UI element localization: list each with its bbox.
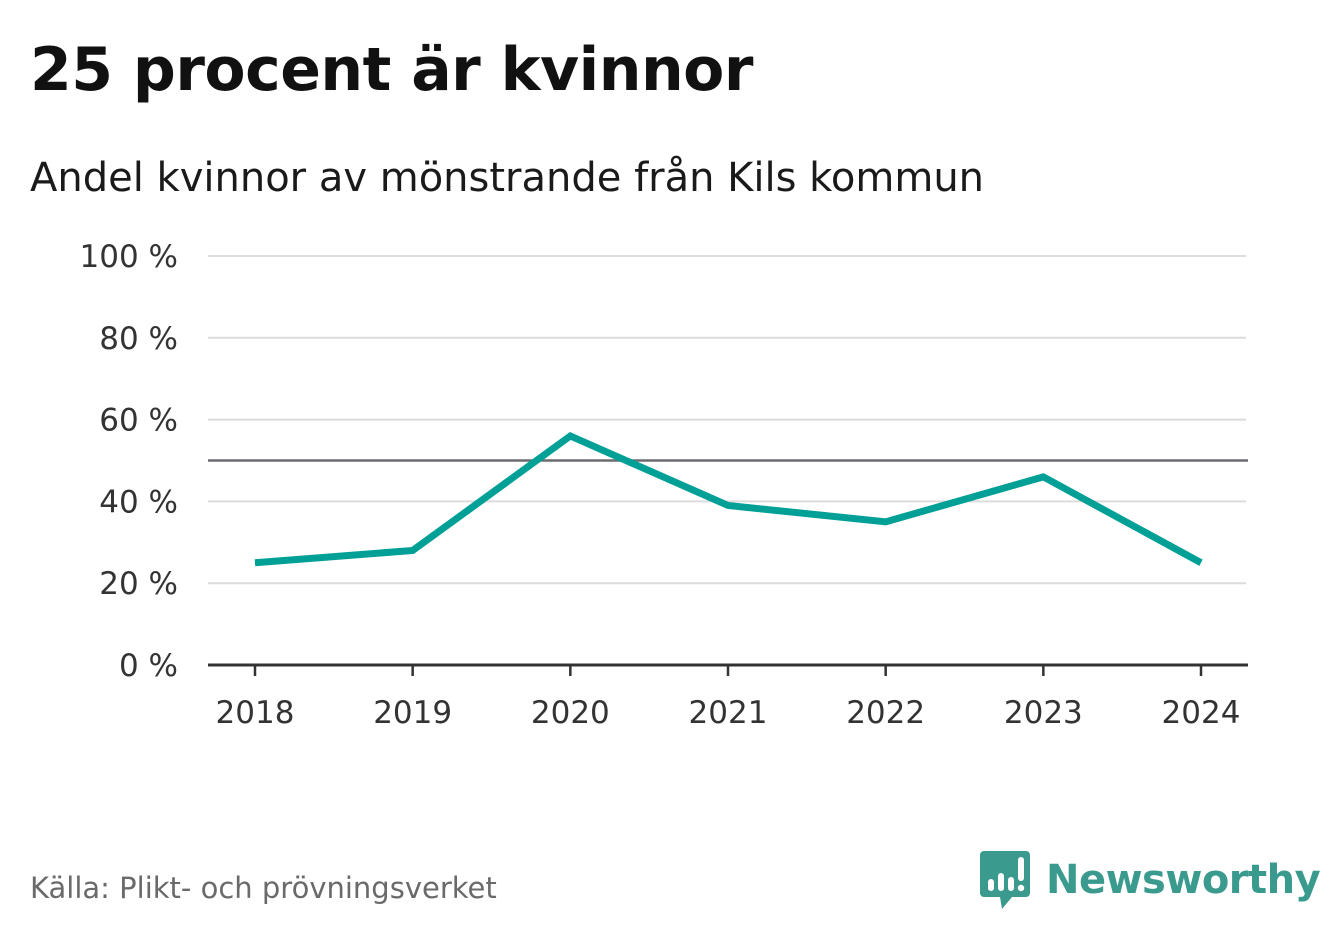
x-tick-label: 2023 — [1004, 695, 1083, 731]
x-tick-label: 2018 — [216, 695, 295, 731]
y-tick-label: 0 % — [119, 648, 178, 684]
brand: Newsworthy — [980, 848, 1321, 912]
line-chart: 0 % 20 % 40 % 60 % 80 % 100 % 2018 2019 2020 202… — [80, 239, 1248, 731]
y-tick-label: 20 % — [99, 566, 178, 602]
source-note: Källa: Plikt- och prövningsverket — [30, 871, 497, 905]
x-tick-label: 2022 — [846, 695, 925, 731]
chart-title: 25 procent är kvinnor — [30, 35, 753, 105]
y-tick-label: 80 % — [99, 321, 178, 357]
gridlines — [208, 255, 1246, 585]
brand-name: Newsworthy — [1046, 857, 1321, 903]
series-line — [254, 431, 1203, 567]
x-tick-label: 2019 — [373, 695, 452, 731]
series-layer — [254, 431, 1203, 567]
chart-subtitle: Andel kvinnor av mönstrande från Kils ko… — [30, 155, 985, 201]
x-tick-label: 2021 — [689, 695, 768, 731]
y-tick-label: 100 % — [80, 239, 178, 275]
y-tick-label: 60 % — [99, 403, 178, 439]
x-axis — [208, 663, 1248, 676]
newsworthy-bar-chart-icon — [980, 851, 1030, 909]
x-axis-tick-labels: 2018 2019 2020 2021 2022 2023 2024 — [216, 695, 1241, 731]
x-tick-label: 2020 — [531, 695, 610, 731]
y-tick-label: 40 % — [99, 484, 178, 520]
y-axis-tick-labels: 0 % 20 % 40 % 60 % 80 % 100 % — [80, 239, 178, 684]
x-tick-label: 2024 — [1162, 695, 1241, 731]
